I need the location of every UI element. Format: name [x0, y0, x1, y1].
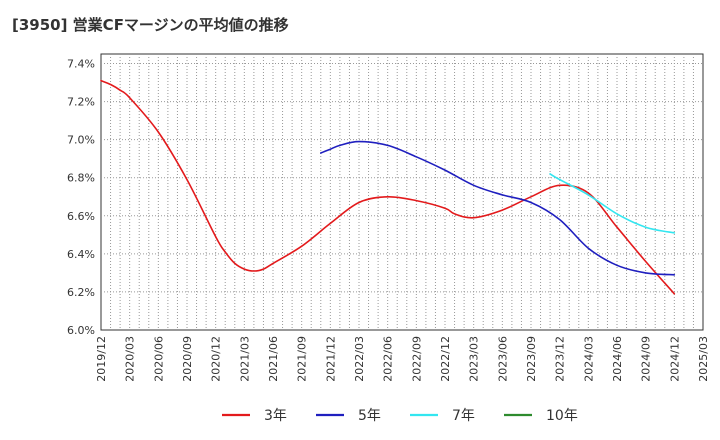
chart-title: [3950] 営業CFマージンの平均値の推移 — [12, 16, 289, 34]
x-axis-ticks: 2019/12 2020/03 2020/06 2020/09 2020/12 2021/… — [95, 336, 710, 382]
x-tick-label: 2020/09 — [181, 336, 194, 382]
legend: 3年 5年 7年 10年 — [222, 408, 578, 424]
x-tick-label: 2021/12 — [324, 336, 337, 382]
grid — [101, 54, 703, 330]
legend-label-1: 3年 — [264, 408, 287, 424]
x-tick-label: 2020/03 — [124, 336, 137, 382]
y-tick-label: 6.4% — [67, 248, 95, 261]
x-tick-label: 2022/03 — [353, 336, 366, 382]
x-tick-label: 2025/03 — [697, 336, 710, 382]
x-tick-label: 2022/09 — [410, 336, 423, 382]
x-tick-label: 2024/06 — [611, 336, 624, 382]
series-line-2 — [320, 140, 676, 276]
x-tick-label: 2022/06 — [382, 336, 395, 382]
y-tick-label: 7.4% — [67, 58, 95, 71]
legend-label-3: 7年 — [452, 408, 475, 424]
y-tick-label: 6.8% — [67, 172, 95, 185]
series-line-1 — [100, 79, 676, 295]
x-tick-label: 2024/09 — [640, 336, 653, 382]
plot-frame — [100, 53, 704, 331]
series-line-3 — [549, 173, 676, 234]
x-tick-label: 2022/12 — [439, 336, 452, 382]
legend-label-4: 10年 — [546, 408, 578, 424]
x-tick-label: 2020/06 — [152, 336, 165, 382]
x-tick-label: 2023/06 — [496, 336, 509, 382]
y-tick-label: 6.6% — [67, 210, 95, 223]
x-tick-label: 2021/09 — [296, 336, 309, 382]
x-tick-label: 2020/12 — [210, 336, 223, 382]
series-lines — [100, 79, 676, 295]
x-tick-label: 2024/12 — [668, 336, 681, 382]
x-tick-label: 2023/03 — [468, 336, 481, 382]
x-tick-label: 2023/12 — [554, 336, 567, 382]
legend-label-2: 5年 — [358, 408, 381, 424]
plot-area — [100, 53, 704, 331]
x-tick-label: 2021/06 — [267, 336, 280, 382]
x-tick-label: 2021/03 — [238, 336, 251, 382]
x-tick-label: 2024/03 — [582, 336, 595, 382]
y-tick-label: 6.2% — [67, 286, 95, 299]
x-tick-label: 2019/12 — [95, 336, 108, 382]
y-axis-ticks: 6.0% 6.2% 6.4% 6.6% 6.8% 7.0% 7.2% 7.4% — [67, 58, 95, 337]
x-tick-label: 2023/09 — [525, 336, 538, 382]
y-tick-label: 7.2% — [67, 96, 95, 109]
y-tick-label: 7.0% — [67, 134, 95, 147]
y-tick-label: 6.0% — [67, 324, 95, 337]
